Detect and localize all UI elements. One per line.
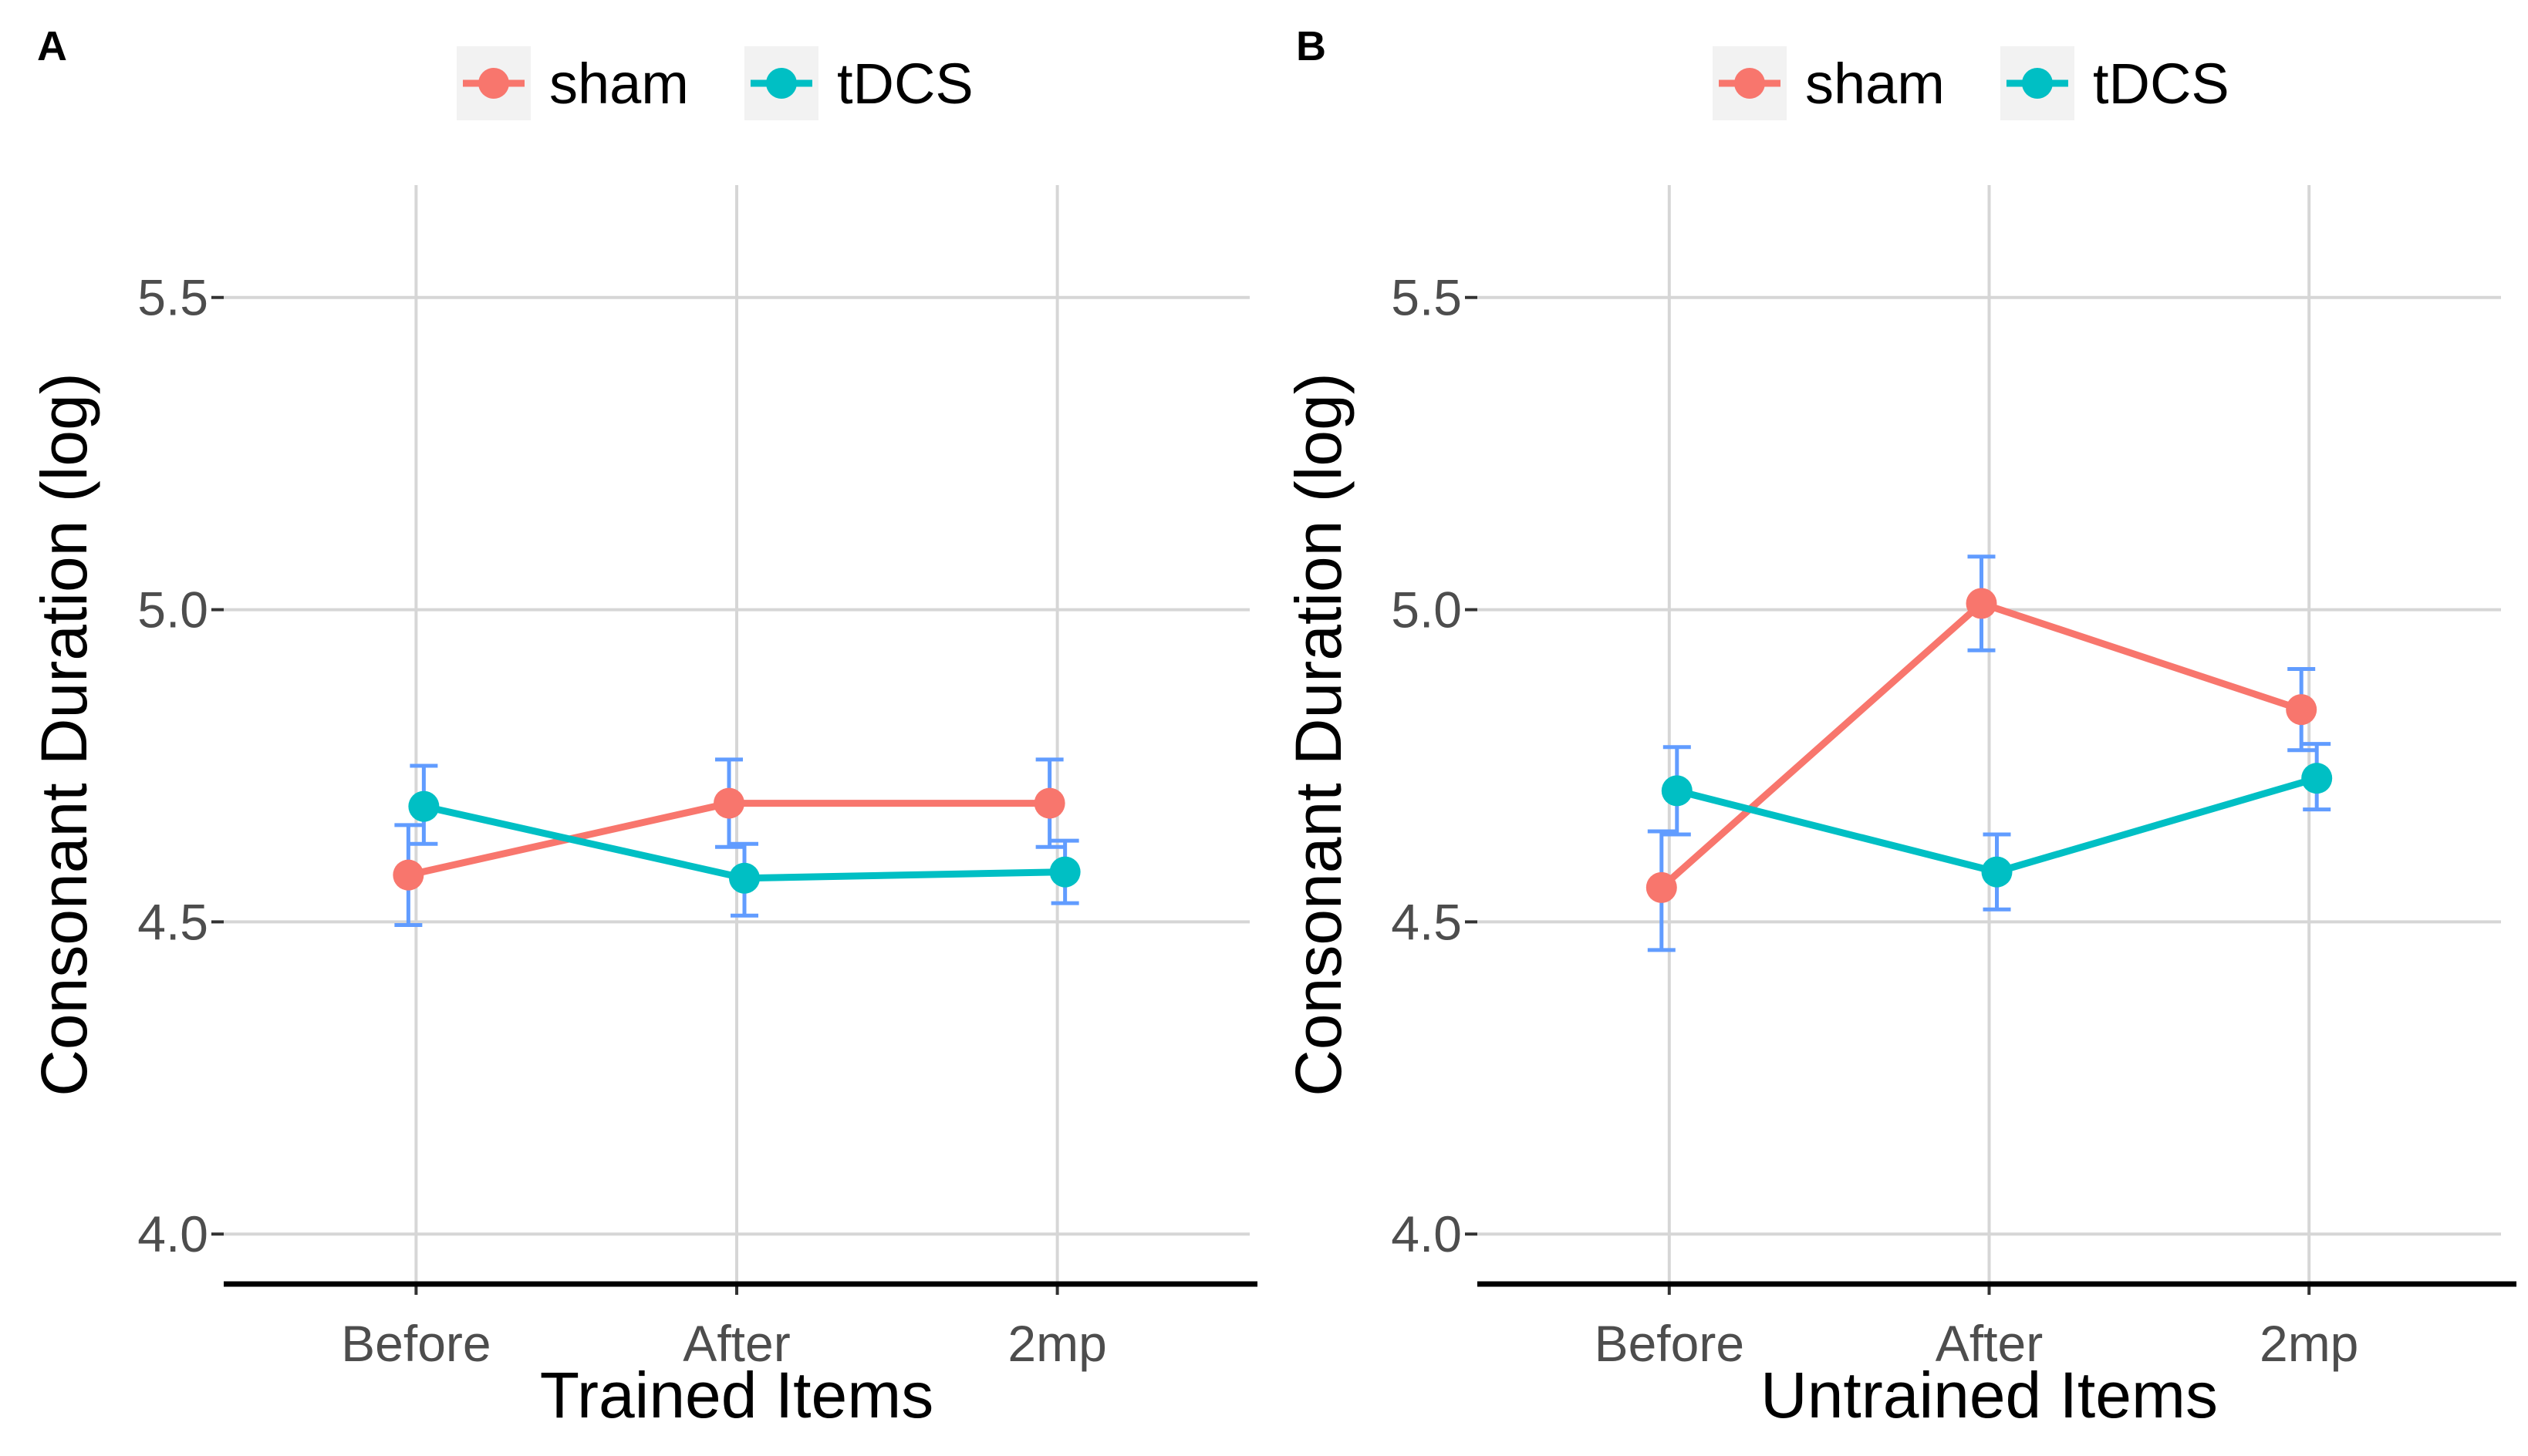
y-tick-label: 5.5 xyxy=(1391,269,1462,326)
data-point-sham xyxy=(1034,787,1065,819)
legend-item-sham: sham xyxy=(1713,46,1945,120)
y-tick-label: 5.0 xyxy=(1391,581,1462,639)
legend-key-point xyxy=(765,68,797,99)
y-axis-title: Consonant Duration (log) xyxy=(1282,372,1355,1097)
data-point-tdcs xyxy=(1661,775,1693,807)
data-point-sham xyxy=(1966,588,1997,619)
data-point-tdcs xyxy=(1981,856,2013,888)
x-axis-title: Untrained Items xyxy=(1760,1359,2218,1431)
y-tick-label: 4.0 xyxy=(1391,1205,1462,1262)
x-tick-label: Before xyxy=(1595,1315,1744,1372)
data-point-tdcs xyxy=(729,862,760,894)
legend-item-tdcs: tDCS xyxy=(2000,46,2229,120)
data-point-tdcs xyxy=(2301,763,2333,794)
y-tick-label: 4.5 xyxy=(1391,893,1462,950)
y-tick-label: 4.5 xyxy=(137,893,208,950)
legend-item-tdcs: tDCS xyxy=(744,46,974,120)
x-tick-label: Before xyxy=(341,1315,491,1372)
data-point-tdcs xyxy=(408,790,440,822)
panel-letter: A xyxy=(37,23,67,69)
x-tick-label: 2mp xyxy=(1007,1315,1106,1372)
chart-panel-a: A 4.0 4.5 5.0 5.5 Before After 2mp Consonant Dur… xyxy=(28,23,1257,1431)
x-tick-label: 2mp xyxy=(2260,1315,2358,1372)
data-point-tdcs xyxy=(1049,856,1081,888)
chart-panel-b: B 4.0 4.5 5.0 5.5 Before After 2mp Consonant Dur… xyxy=(1282,23,2516,1431)
legend-label: tDCS xyxy=(2093,52,2229,116)
data-point-sham xyxy=(1645,871,1677,903)
y-tick-label: 4.0 xyxy=(137,1205,208,1262)
legend-label: sham xyxy=(549,52,689,116)
x-tick-label: After xyxy=(683,1315,790,1372)
x-axis-title: Trained Items xyxy=(540,1359,933,1431)
y-tick-label: 5.0 xyxy=(137,581,208,639)
legend-key-point xyxy=(2021,68,2053,99)
legend-item-sham: sham xyxy=(457,46,689,120)
data-point-sham xyxy=(714,787,744,819)
legend: sham tDCS xyxy=(1713,46,2229,120)
data-point-sham xyxy=(2286,694,2317,726)
x-tick-label: After xyxy=(1936,1315,2043,1372)
legend-label: tDCS xyxy=(837,52,974,116)
y-axis-title: Consonant Duration (log) xyxy=(28,372,100,1097)
y-tick-label: 5.5 xyxy=(137,269,208,326)
legend-label: sham xyxy=(1805,52,1945,116)
legend-key-point xyxy=(1734,68,1765,99)
data-point-sham xyxy=(393,859,424,891)
legend: sham tDCS xyxy=(457,46,974,120)
legend-key-point xyxy=(478,68,509,99)
panel-letter: B xyxy=(1296,23,1326,69)
